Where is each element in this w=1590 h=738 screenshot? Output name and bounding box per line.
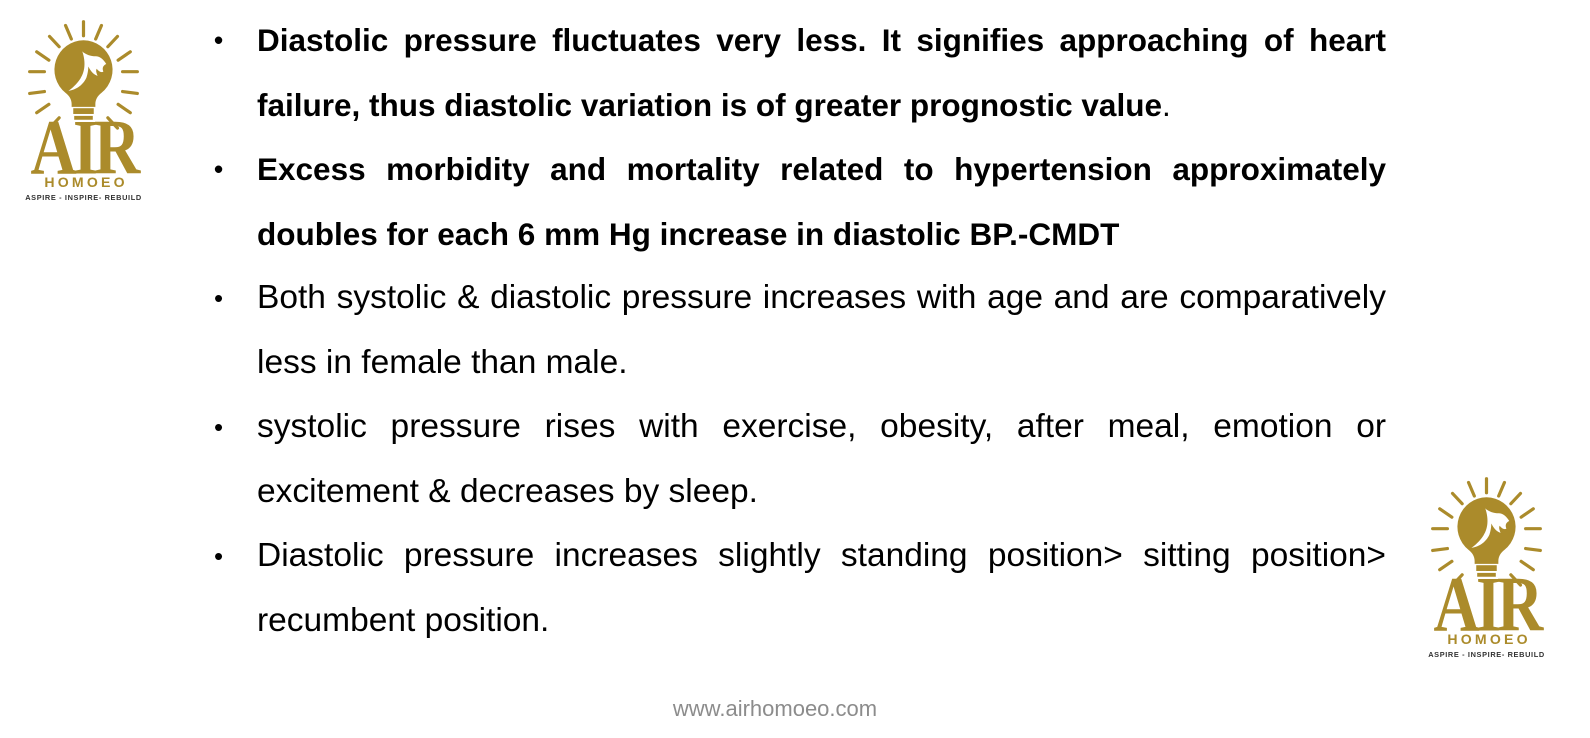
svg-text:ASPIRE - INSPIRE- REBUILD: ASPIRE - INSPIRE- REBUILD	[1428, 650, 1545, 659]
svg-text:ASPIRE - INSPIRE- REBUILD: ASPIRE - INSPIRE- REBUILD	[25, 193, 142, 202]
svg-text:HOMOEO: HOMOEO	[44, 174, 127, 190]
svg-text:HOMOEO: HOMOEO	[1447, 631, 1530, 647]
